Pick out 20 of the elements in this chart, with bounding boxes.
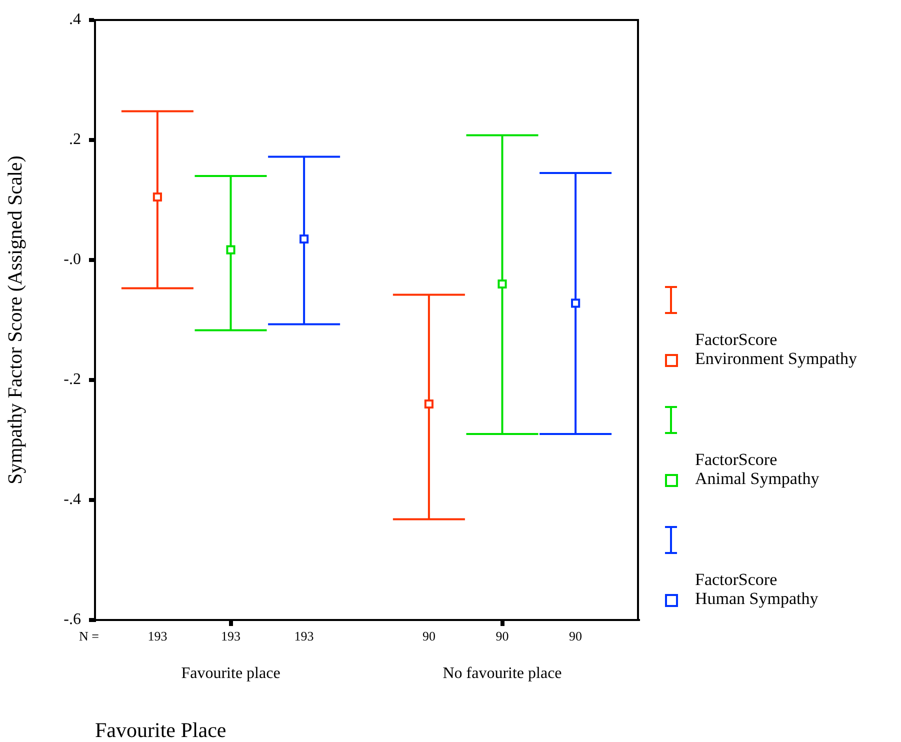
text: 90: [569, 628, 582, 644]
text: 193: [221, 628, 240, 644]
y-axis-title: Sympathy Factor Score (Assigned Scale): [4, 156, 26, 484]
x-tick-label: No favourite place: [442, 664, 562, 682]
x-axis-title: Favourite Place: [95, 718, 226, 742]
y-tick-label: -.4: [64, 491, 81, 508]
text: 193: [294, 628, 314, 644]
text: 90: [496, 628, 509, 644]
legend-label: FactorScore Human Sympathy: [695, 570, 818, 609]
y-tick-label: -.2: [64, 371, 81, 388]
y-tick-label: -.6: [64, 611, 81, 628]
x-tick-label: Favourite place: [181, 664, 280, 682]
y-tick-label: -.0: [64, 251, 81, 268]
y-tick-label: .4: [69, 11, 81, 28]
legend-label: FactorScore Environment Sympathy: [695, 330, 857, 369]
text: 90: [422, 628, 436, 644]
text: N =: [79, 628, 99, 644]
y-tick-label: .2: [69, 131, 81, 148]
text: 193: [148, 628, 168, 644]
legend-label: FactorScore Animal Sympathy: [695, 450, 820, 489]
